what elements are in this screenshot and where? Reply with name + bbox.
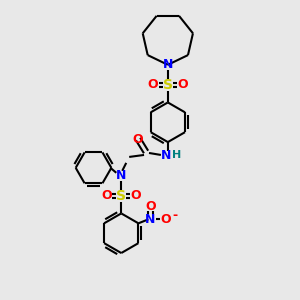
Text: N: N — [116, 169, 127, 182]
Text: O: O — [131, 189, 141, 202]
Text: O: O — [161, 213, 172, 226]
Text: S: S — [163, 78, 173, 92]
Text: O: O — [148, 78, 158, 91]
Text: O: O — [133, 133, 143, 146]
Text: N: N — [145, 213, 155, 226]
Text: S: S — [116, 189, 126, 202]
Text: H: H — [172, 150, 182, 160]
Text: O: O — [101, 189, 112, 202]
Text: N: N — [163, 58, 173, 71]
Text: O: O — [145, 200, 156, 213]
Text: N: N — [161, 149, 171, 162]
Text: O: O — [177, 78, 188, 91]
Text: -: - — [172, 209, 178, 222]
